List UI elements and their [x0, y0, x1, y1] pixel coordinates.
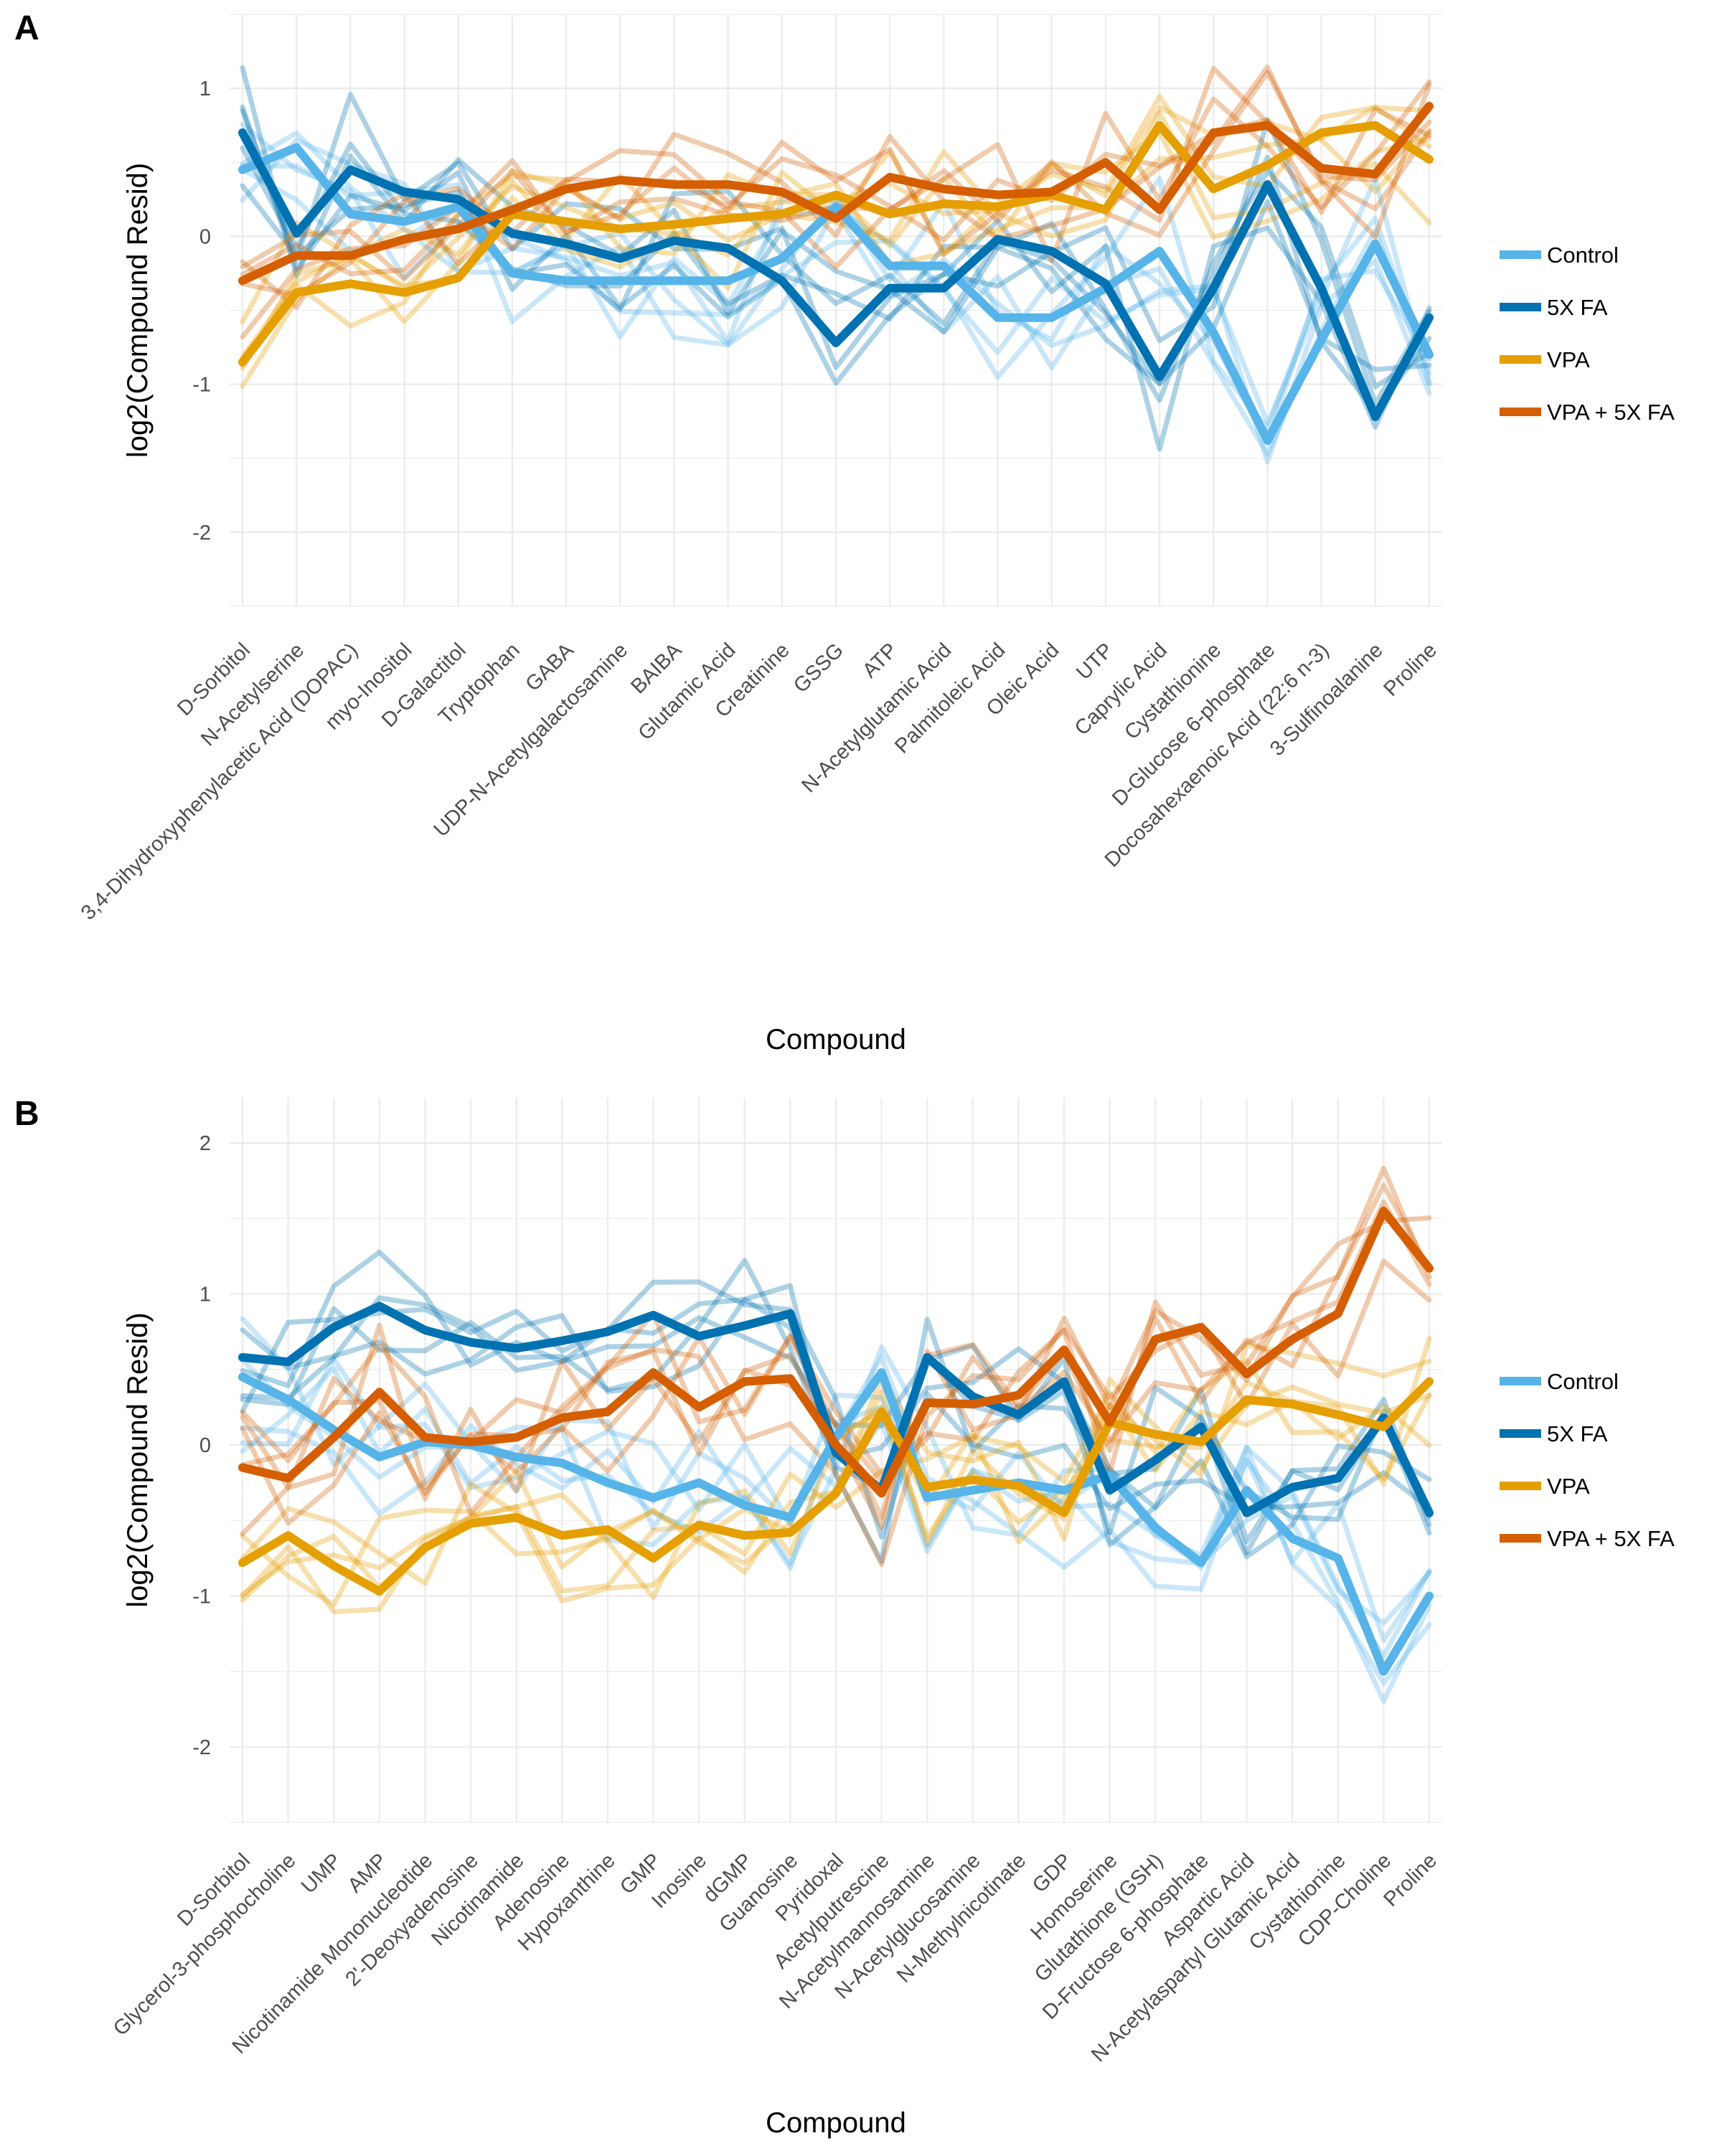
- x-tick-label: UMP: [297, 1849, 346, 1898]
- gridlines: [230, 1098, 1442, 1823]
- y-tick-label: 1: [199, 1284, 211, 1307]
- replicate-line-5x-fa: [240, 1295, 1432, 1535]
- replicate-line-5x-fa: [240, 92, 1432, 452]
- series-line-vpa: [238, 121, 1434, 367]
- series-line-5x-fa: [238, 1301, 1434, 1517]
- series-line-vpa-5x-fa: [238, 101, 1434, 286]
- series-line-control: [238, 143, 1434, 445]
- series-lines: [238, 101, 1434, 445]
- legend-label: Control: [1547, 1369, 1619, 1394]
- y-axis-title: log2(Compound Resid): [122, 1312, 154, 1607]
- replicate-line-control: [240, 1365, 1432, 1626]
- legend: Control 5X FA VPA VPA + 5X FA: [1500, 243, 1675, 425]
- y-tick-label: -1: [192, 374, 211, 397]
- legend-label: VPA: [1547, 347, 1590, 372]
- replicate-line-vpa-5x-fa: [240, 65, 1432, 282]
- replicate-line-5x-fa: [240, 141, 1432, 403]
- legend-label: VPA + 5X FA: [1547, 400, 1675, 425]
- y-tick-label: 1: [199, 77, 211, 100]
- y-axis-title: log2(Compound Resid): [122, 163, 154, 458]
- x-tick-label: GSSG: [789, 639, 848, 697]
- x-axis-title: Compound: [766, 2107, 906, 2139]
- series-lines: [238, 1206, 1434, 1676]
- series-line-5x-fa: [238, 128, 1434, 421]
- legend-label: 5X FA: [1547, 295, 1608, 320]
- replicate-line-control: [240, 166, 1432, 431]
- x-tick-label: Proline: [1379, 639, 1441, 700]
- panel-b: -2-1012D-SorbitolGlycerol-3-phosphocholi…: [14, 1095, 1675, 2139]
- replicate-line-vpa-5x-fa: [240, 65, 1432, 340]
- replicate-line-vpa: [240, 1357, 1432, 1614]
- x-tick-label: UTP: [1072, 639, 1118, 684]
- series-line-vpa-5x-fa: [238, 1206, 1434, 1498]
- y-tick-label: -1: [192, 1585, 211, 1608]
- y-tick-label: 2: [199, 1132, 211, 1155]
- legend-label: VPA: [1547, 1474, 1590, 1499]
- panel-a: -2-101D-SorbitolN-Acetylserine3,4-Dihydr…: [14, 9, 1675, 1055]
- panel-letter: A: [14, 9, 39, 47]
- legend: Control 5X FA VPA VPA + 5X FA: [1500, 1369, 1675, 1551]
- legend-label: 5X FA: [1547, 1421, 1608, 1446]
- x-axis-title: Compound: [766, 1024, 906, 1055]
- panel-letter: B: [14, 1095, 39, 1133]
- x-tick-label: ATP: [858, 639, 902, 682]
- replicate-line-vpa-5x-fa: [240, 79, 1432, 310]
- y-tick-label: 0: [199, 225, 211, 248]
- y-tick-label: 0: [199, 1434, 211, 1457]
- legend-label: VPA + 5X FA: [1547, 1526, 1675, 1551]
- replicate-line-5x-fa: [240, 1279, 1432, 1540]
- series-line-vpa: [238, 1377, 1434, 1596]
- y-tick-label: -2: [192, 522, 211, 545]
- legend-label: Control: [1547, 243, 1619, 268]
- y-tick-label: -2: [192, 1736, 211, 1759]
- replicate-line-5x-fa: [240, 65, 1432, 387]
